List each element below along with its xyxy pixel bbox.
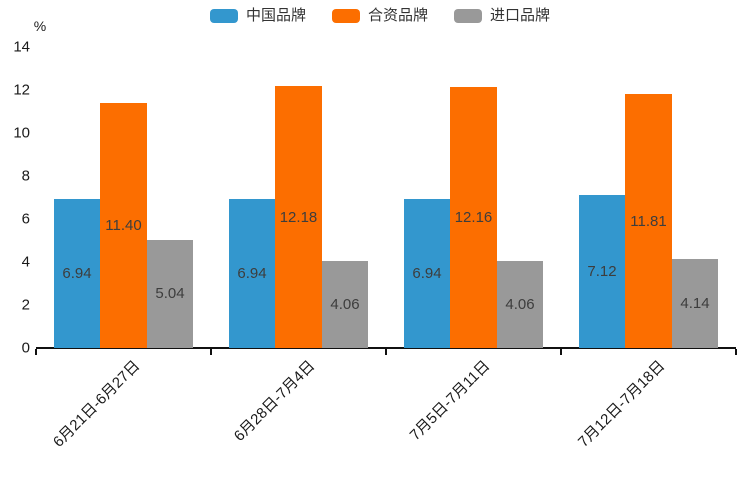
legend-item-import-brand[interactable]: 进口品牌 [454,8,550,23]
x-tick-label: 7月12日-7月18日 [574,357,668,451]
x-tick-mark [385,349,387,355]
y-axis-unit-label: % [33,18,47,34]
y-tick-label: 0 [21,339,30,357]
y-tick-label: 8 [21,167,30,185]
x-tick-mark [560,349,562,355]
bar-china-brand-group1: 6.94 [53,198,101,348]
bar-value-label: 11.81 [630,212,667,230]
legend-swatch-china-brand [209,8,238,23]
legend-label: 合资品牌 [367,7,428,24]
y-tick-label: 10 [13,124,30,142]
bar-import-brand-group2: 4.06 [321,260,369,348]
legend-item-joint-venture-brand[interactable]: 合资品牌 [331,7,428,24]
bar-joint-venture-brand-group2: 12.18 [275,86,322,348]
bar-import-brand-group3: 4.06 [496,260,544,348]
legend-swatch-import-brand [454,8,482,23]
bar-value-label: 5.04 [155,285,185,303]
bar-import-brand-group1: 5.04 [146,239,194,348]
legend-item-china-brand[interactable]: 中国品牌 [209,7,306,24]
bar-value-label: 4.06 [330,295,360,313]
y-tick-label: 4 [21,253,30,271]
bar-value-label: 11.40 [105,216,142,234]
y-tick-label: 14 [13,38,30,56]
bar-value-label: 12.16 [454,208,493,226]
bar-value-label: 4.06 [505,295,535,313]
x-axis-line [36,347,736,349]
bar-china-brand-group2: 6.94 [228,198,276,348]
legend-swatch-joint-venture-brand [331,8,360,23]
bar-value-label: 6.94 [412,264,442,282]
bar-value-label: 12.18 [279,208,318,226]
bar-value-label: 4.14 [680,294,710,312]
y-tick-label: 2 [21,296,30,314]
bar-import-brand-group4: 4.14 [671,258,719,348]
bar-value-label: 6.94 [237,264,267,282]
bar-china-brand-group3: 6.94 [403,198,451,348]
y-tick-label: 12 [13,81,30,99]
legend-label: 进口品牌 [490,7,551,24]
bar-joint-venture-brand-group1: 11.40 [100,102,147,348]
x-tick-mark [210,349,212,355]
bar-joint-venture-brand-group3: 12.16 [450,86,497,348]
x-tick-label: 6月21日-6月27日 [49,357,143,451]
x-tick-label: 6月28日-7月4日 [230,357,318,445]
bar-joint-venture-brand-group4: 11.81 [625,94,672,348]
chart-legend: 中国品牌 合资品牌 进口品牌 [16,8,744,23]
x-tick-mark [735,349,737,355]
x-tick-label: 7月5日-7月11日 [406,357,493,444]
y-tick-label: 6 [21,210,30,228]
bar-china-brand-group4: 7.12 [578,194,626,348]
legend-label: 中国品牌 [245,7,306,24]
bar-value-label: 7.12 [587,262,617,280]
x-tick-mark [35,349,37,355]
bar-value-label: 6.94 [62,264,92,282]
